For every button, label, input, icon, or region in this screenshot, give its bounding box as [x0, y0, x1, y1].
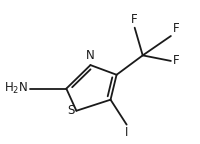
- Text: F: F: [172, 54, 179, 67]
- Text: I: I: [124, 126, 128, 139]
- Text: F: F: [131, 13, 137, 26]
- Text: F: F: [172, 22, 179, 35]
- Text: H$_2$N: H$_2$N: [4, 81, 28, 96]
- Text: N: N: [86, 49, 94, 62]
- Text: S: S: [67, 104, 74, 117]
